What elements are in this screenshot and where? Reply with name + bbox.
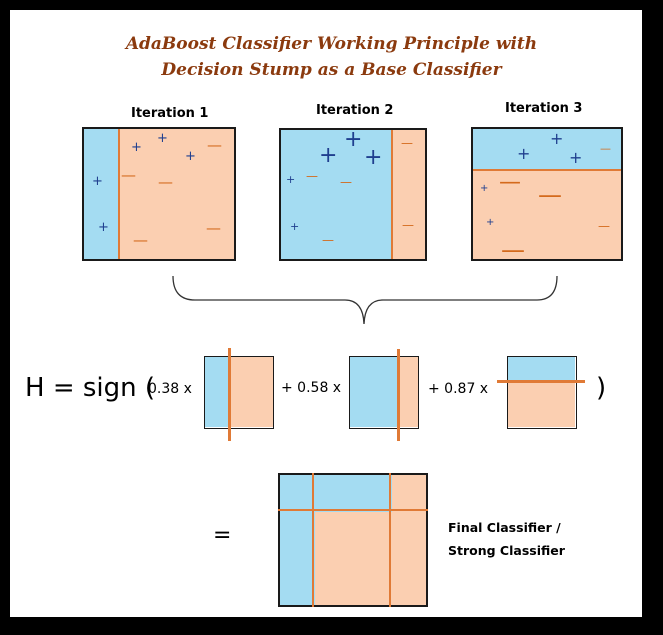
- iteration-1-panel: [82, 127, 236, 261]
- stump-3-thumbnail: [507, 356, 577, 429]
- formula-suffix: ): [596, 373, 607, 403]
- iteration-1-orange-region: [118, 129, 234, 259]
- iteration-3-blue-region: [473, 129, 621, 169]
- minus-point: —: [538, 181, 562, 209]
- title-line-2: Decision Stump as a Base Classifier: [161, 60, 502, 80]
- plus-point: +: [131, 140, 142, 155]
- minus-point: —: [306, 169, 318, 183]
- iteration-1-blue-region: [84, 129, 118, 259]
- plus-point: +: [569, 148, 583, 167]
- title-line-1: AdaBoost Classifier Working Principle wi…: [125, 34, 538, 54]
- iteration-1-label: Iteration 1: [131, 106, 209, 121]
- final-boundary-1: [312, 473, 314, 607]
- formula-prefix: H = sign (: [25, 373, 156, 403]
- final-boundary-3: [278, 509, 428, 511]
- stump-1-orange-region: [229, 357, 273, 427]
- final-classifier-panel: [278, 473, 428, 607]
- minus-point: —: [207, 136, 222, 154]
- minus-point: —: [401, 136, 413, 150]
- iteration-2-blue-region: [281, 130, 391, 259]
- minus-point: —: [206, 219, 221, 237]
- plus-point: +: [364, 145, 383, 170]
- plus-point: +: [550, 129, 564, 148]
- iteration-3-orange-region: [473, 169, 621, 259]
- plus-point: +: [480, 183, 489, 194]
- formula-term-3-coefficient: + 0.87 x: [428, 381, 489, 397]
- minus-point: —: [600, 142, 611, 155]
- stump-2-orange-region: [398, 357, 418, 427]
- final-left-blue-region: [280, 475, 315, 605]
- stump-3-blue-region: [508, 357, 575, 381]
- plus-point: +: [486, 217, 495, 228]
- formula-term-2-coefficient: + 0.58 x: [281, 380, 342, 396]
- plus-point: +: [92, 174, 103, 189]
- equals-sign: =: [213, 523, 232, 548]
- iteration-2-orange-region: [391, 130, 425, 259]
- plus-point: +: [98, 220, 109, 235]
- stump-2-boundary: [397, 349, 400, 441]
- minus-point: —: [402, 218, 414, 232]
- plus-point: +: [344, 127, 363, 152]
- final-classifier-label-line-2: Strong Classifier: [448, 543, 565, 558]
- minus-point: —: [121, 166, 136, 184]
- iteration-3-panel: [471, 127, 623, 261]
- stump-3-boundary: [497, 380, 585, 383]
- minus-point: —: [322, 233, 334, 247]
- stump-3-orange-region: [508, 381, 575, 427]
- iteration-3-label: Iteration 3: [505, 101, 583, 116]
- minus-point: —: [158, 173, 173, 191]
- plus-point: +: [185, 149, 196, 164]
- plus-point: +: [290, 220, 300, 233]
- minus-point: —: [598, 219, 610, 233]
- minus-point: —: [340, 175, 352, 189]
- stump-1-boundary: [228, 348, 231, 441]
- stump-1-thumbnail: [204, 356, 274, 429]
- stump-2-blue-region: [350, 357, 398, 427]
- minus-point: —: [499, 170, 521, 195]
- stump-2-thumbnail: [349, 356, 419, 429]
- stump-1-blue-region: [205, 357, 229, 427]
- plus-point: +: [286, 173, 296, 186]
- final-boundary-2: [389, 473, 391, 607]
- brace-icon: [172, 275, 558, 325]
- plus-point: +: [319, 143, 338, 168]
- plus-point: +: [157, 131, 168, 146]
- plus-point: +: [517, 144, 531, 163]
- minus-point: —: [133, 231, 148, 249]
- formula-term-1-coefficient: 0.38 x: [148, 381, 192, 397]
- minus-point: —: [501, 236, 525, 264]
- iteration-2-panel: [279, 128, 427, 261]
- iteration-2-label: Iteration 2: [316, 103, 394, 118]
- final-classifier-label-line-1: Final Classifier /: [448, 520, 561, 535]
